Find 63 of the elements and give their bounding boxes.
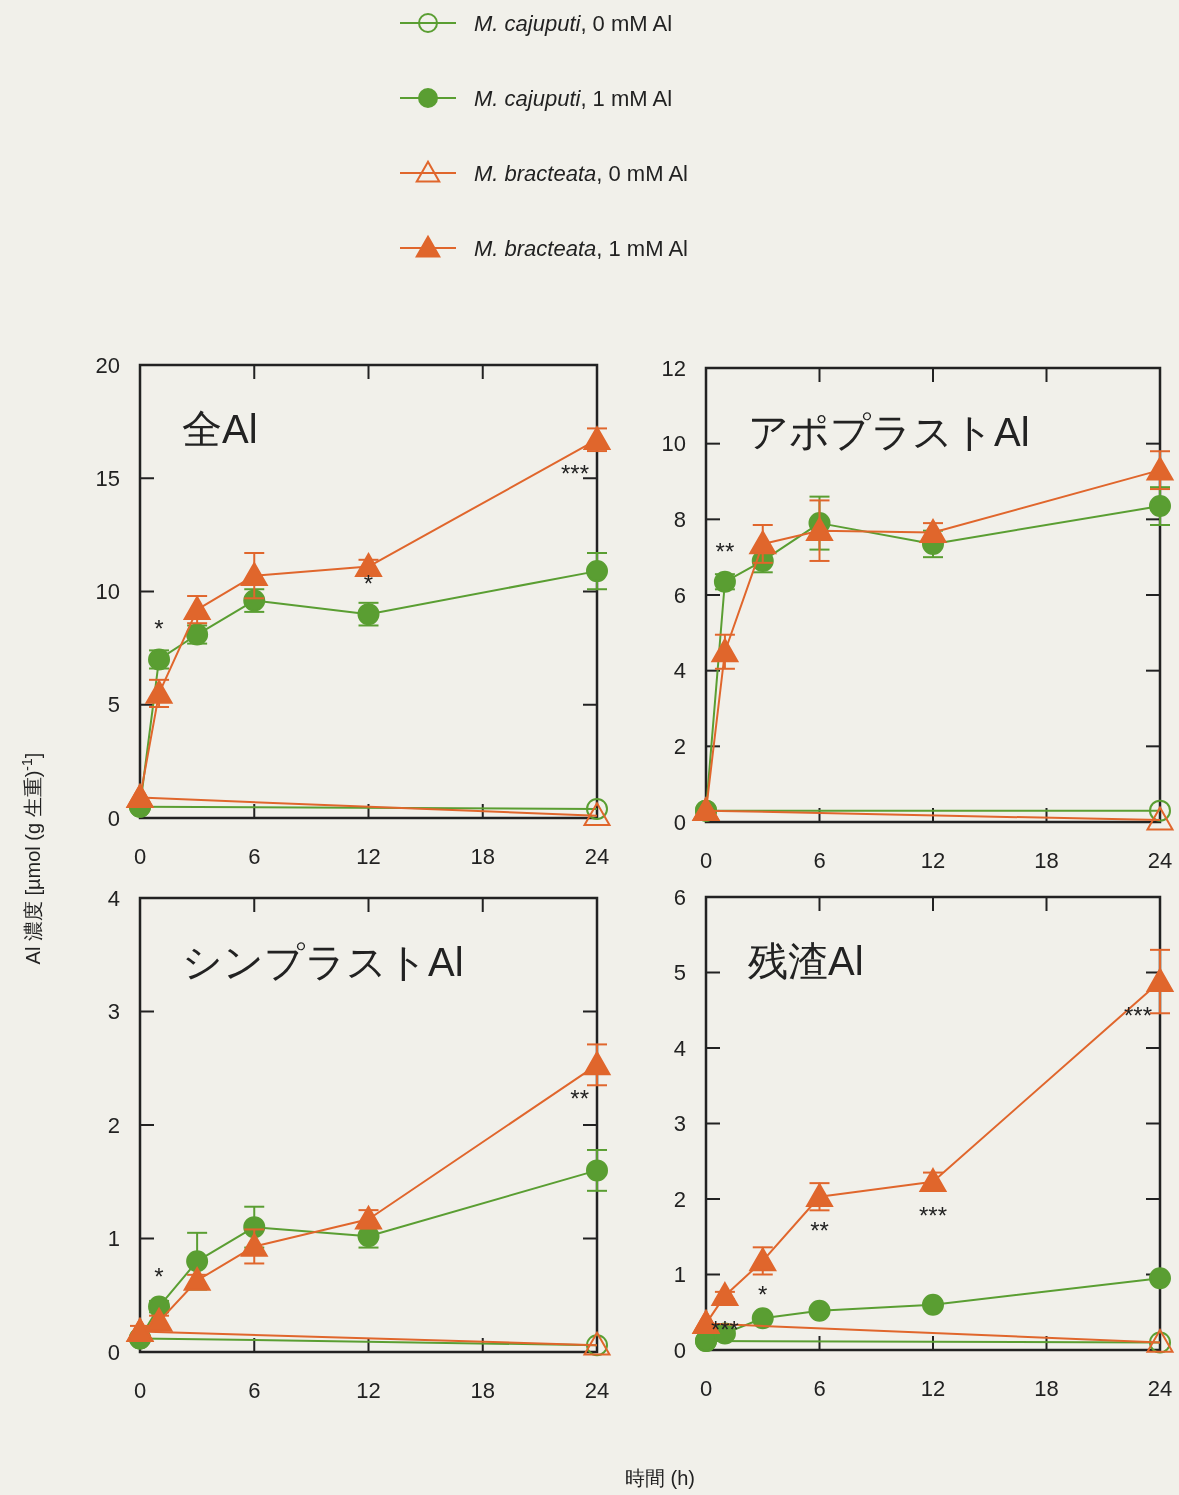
y-tick-label: 6: [673, 582, 686, 608]
y-tick-label: 5: [107, 692, 120, 718]
y-tick-label: 10: [95, 579, 120, 605]
text: シンプラストAl: [182, 940, 464, 984]
x-tick-label: 18: [1034, 1376, 1059, 1401]
y-tick-label: 2: [107, 1112, 120, 1138]
x-tick-label: 0: [133, 1378, 147, 1403]
annotation: ***: [560, 459, 589, 487]
y-tick-label: 0: [673, 809, 686, 835]
annotation: *: [363, 570, 374, 598]
x-tick-label: 0: [133, 844, 147, 869]
y-tick-label: 10: [661, 431, 686, 457]
x-tick-label: 6: [248, 844, 261, 869]
y-tick-label: 2: [673, 1186, 686, 1212]
annotation: ***: [1123, 1001, 1152, 1029]
x-tick-label: 6: [813, 848, 826, 873]
y-tick-label: 2: [673, 734, 686, 760]
x-tick-label: 24: [584, 1378, 610, 1403]
x-tick-label: 12: [356, 1378, 381, 1403]
annotation: **: [810, 1216, 829, 1244]
legend-label: M. cajuputi, 0 mM Al: [474, 10, 673, 36]
x-tick-label: 6: [813, 1376, 826, 1401]
y-tick-label: 4: [673, 1035, 686, 1061]
annotation: *: [758, 1280, 768, 1308]
y-tick-label: 4: [107, 885, 120, 911]
x-tick-label: 24: [584, 844, 610, 869]
x-tick-label: 0: [699, 1376, 713, 1401]
x-axis-title: 時間 (h): [625, 1467, 695, 1489]
y-tick-label: 1: [107, 1226, 120, 1252]
x-tick-label: 24: [1147, 1376, 1173, 1401]
x-tick-label: 6: [248, 1378, 261, 1403]
text: アポプラストAl: [748, 410, 1030, 454]
y-tick-label: 0: [673, 1337, 686, 1363]
x-tick-label: 12: [920, 1376, 946, 1401]
y-tick-label: 0: [107, 805, 120, 831]
legend-label: M. bracteata, 1 mM Al: [474, 235, 688, 261]
legend-label: M. cajuputi, 1 mM Al: [474, 85, 673, 111]
y-tick-label: 15: [95, 465, 120, 491]
y-tick-label: 20: [95, 352, 120, 378]
annotation: ***: [918, 1201, 948, 1229]
x-tick-label: 18: [1034, 848, 1059, 873]
y-tick-label: 8: [673, 507, 686, 533]
y-tick-label: 0: [107, 1339, 120, 1365]
y-tick-label: 12: [661, 355, 686, 381]
x-tick-label: 12: [356, 844, 381, 869]
y-tick-label: 6: [673, 884, 686, 910]
y-tick-label: 3: [107, 999, 120, 1025]
x-tick-label: 18: [470, 844, 495, 869]
x-tick-label: 24: [1147, 848, 1173, 873]
y-tick-label: 1: [673, 1262, 686, 1288]
annotation: **: [715, 537, 735, 565]
y-tick-label: 3: [673, 1111, 686, 1137]
y-tick-label: 5: [673, 960, 686, 986]
x-tick-label: 0: [699, 848, 713, 873]
text: 全Al: [182, 407, 258, 451]
annotation: *: [154, 1262, 164, 1290]
annotation: *: [154, 615, 164, 643]
y-tick-label: 4: [673, 658, 686, 684]
legend-label: M. bracteata, 0 mM Al: [474, 160, 688, 186]
text: 残渣Al: [748, 939, 864, 983]
x-tick-label: 12: [920, 848, 946, 873]
x-tick-label: 18: [470, 1378, 495, 1403]
annotation: **: [570, 1084, 589, 1112]
